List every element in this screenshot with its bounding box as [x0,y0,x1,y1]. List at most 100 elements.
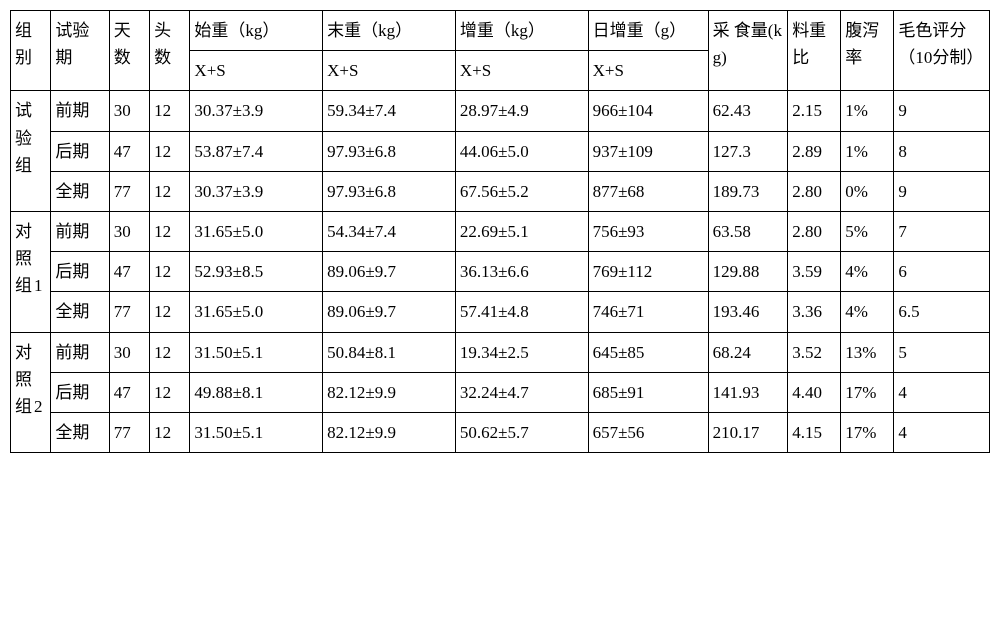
cell-fcr: 2.80 [788,171,841,211]
table-row: 全期771231.65±5.089.06±9.757.41±4.8746±711… [11,292,990,332]
cell-period: 全期 [51,412,109,452]
col-gain: 增重（kg） [455,11,588,51]
cell-fcr: 3.36 [788,292,841,332]
cell-start_weight: 53.87±7.4 [190,131,323,171]
cell-days: 30 [109,91,149,131]
cell-end_weight: 97.93±6.8 [323,131,456,171]
cell-gain: 28.97±4.9 [455,91,588,131]
cell-diarrhea: 1% [841,131,894,171]
cell-start_weight: 31.65±5.0 [190,211,323,251]
cell-start_weight: 30.37±3.9 [190,91,323,131]
cell-intake: 129.88 [708,252,788,292]
col-end-weight: 末重（kg） [323,11,456,51]
cell-diarrhea: 17% [841,372,894,412]
col-intake: 采 食量(kg) [708,11,788,91]
cell-period: 前期 [51,332,109,372]
table-row: 对照组2前期301231.50±5.150.84±8.119.34±2.5645… [11,332,990,372]
cell-start_weight: 52.93±8.5 [190,252,323,292]
group-name: 试验组 [11,91,51,212]
cell-end_weight: 89.06±9.7 [323,252,456,292]
cell-end_weight: 54.34±7.4 [323,211,456,251]
sub-start-weight: X+S [190,51,323,91]
col-period: 试验期 [51,11,109,91]
cell-fcr: 3.59 [788,252,841,292]
cell-coat: 7 [894,211,990,251]
cell-intake: 127.3 [708,131,788,171]
cell-diarrhea: 4% [841,252,894,292]
cell-coat: 9 [894,171,990,211]
cell-heads: 12 [150,91,190,131]
cell-coat: 4 [894,412,990,452]
cell-gain: 67.56±5.2 [455,171,588,211]
cell-heads: 12 [150,412,190,452]
cell-fcr: 2.80 [788,211,841,251]
cell-gain: 19.34±2.5 [455,332,588,372]
cell-end_weight: 97.93±6.8 [323,171,456,211]
sub-daily-gain: X+S [588,51,708,91]
cell-daily_gain: 746±71 [588,292,708,332]
cell-heads: 12 [150,252,190,292]
cell-heads: 12 [150,131,190,171]
group-name: 对照组1 [11,211,51,332]
col-fcr: 料重比 [788,11,841,91]
cell-days: 30 [109,332,149,372]
cell-daily_gain: 769±112 [588,252,708,292]
cell-coat: 9 [894,91,990,131]
table-row: 全期771230.37±3.997.93±6.867.56±5.2877±681… [11,171,990,211]
cell-end_weight: 82.12±9.9 [323,412,456,452]
cell-days: 77 [109,292,149,332]
cell-intake: 68.24 [708,332,788,372]
col-coat: 毛色评分（10分制） [894,11,990,91]
cell-daily_gain: 645±85 [588,332,708,372]
cell-intake: 141.93 [708,372,788,412]
cell-days: 77 [109,412,149,452]
cell-end_weight: 59.34±7.4 [323,91,456,131]
cell-fcr: 4.15 [788,412,841,452]
table-row: 试验组前期301230.37±3.959.34±7.428.97±4.9966±… [11,91,990,131]
col-heads: 头数 [150,11,190,91]
cell-daily_gain: 877±68 [588,171,708,211]
cell-daily_gain: 756±93 [588,211,708,251]
cell-start_weight: 31.50±5.1 [190,332,323,372]
cell-heads: 12 [150,211,190,251]
cell-days: 47 [109,131,149,171]
cell-start_weight: 31.50±5.1 [190,412,323,452]
cell-intake: 210.17 [708,412,788,452]
cell-heads: 12 [150,332,190,372]
cell-heads: 12 [150,292,190,332]
col-start-weight: 始重（kg） [190,11,323,51]
table-row: 后期471253.87±7.497.93±6.844.06±5.0937±109… [11,131,990,171]
cell-coat: 8 [894,131,990,171]
table-header: 组别 试验期 天数 头数 始重（kg） 末重（kg） 增重（kg） 日增重（g）… [11,11,990,91]
cell-fcr: 2.15 [788,91,841,131]
cell-days: 47 [109,372,149,412]
cell-fcr: 2.89 [788,131,841,171]
cell-period: 后期 [51,252,109,292]
table-row: 对照组1前期301231.65±5.054.34±7.422.69±5.1756… [11,211,990,251]
cell-intake: 62.43 [708,91,788,131]
cell-diarrhea: 0% [841,171,894,211]
sub-gain: X+S [455,51,588,91]
cell-period: 后期 [51,372,109,412]
col-diarrhea: 腹泻率 [841,11,894,91]
cell-daily_gain: 937±109 [588,131,708,171]
cell-gain: 44.06±5.0 [455,131,588,171]
cell-start_weight: 30.37±3.9 [190,171,323,211]
cell-heads: 12 [150,372,190,412]
cell-days: 47 [109,252,149,292]
cell-coat: 6.5 [894,292,990,332]
cell-period: 前期 [51,211,109,251]
cell-gain: 32.24±4.7 [455,372,588,412]
cell-gain: 36.13±6.6 [455,252,588,292]
table-row: 后期471252.93±8.589.06±9.736.13±6.6769±112… [11,252,990,292]
cell-start_weight: 49.88±8.1 [190,372,323,412]
col-days: 天数 [109,11,149,91]
cell-days: 30 [109,211,149,251]
cell-intake: 63.58 [708,211,788,251]
cell-diarrhea: 1% [841,91,894,131]
experiment-data-table: 组别 试验期 天数 头数 始重（kg） 末重（kg） 增重（kg） 日增重（g）… [10,10,990,453]
cell-gain: 50.62±5.7 [455,412,588,452]
cell-period: 后期 [51,131,109,171]
cell-period: 全期 [51,292,109,332]
cell-fcr: 3.52 [788,332,841,372]
